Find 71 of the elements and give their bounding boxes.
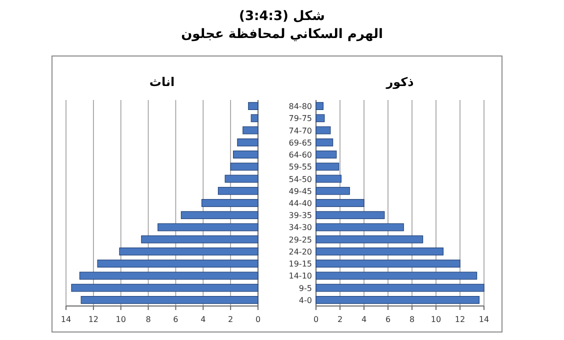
x-tick-label: 0 [313,315,319,324]
y-tick-label: 29-25 [288,235,312,244]
bar [97,260,258,268]
x-tick-label: 10 [430,315,442,324]
bar [80,296,258,304]
y-tick-label: 84-80 [288,102,312,112]
bar [237,138,258,146]
bar [316,235,424,244]
x-tick-label: 8 [146,315,151,324]
y-tick-label: 74-70 [288,126,312,136]
x-tick-label: 6 [173,315,178,324]
bar [316,138,334,146]
x-tick-label: 12 [454,315,466,324]
bar [201,199,258,207]
x-tick-label: 10 [116,315,126,324]
bar [316,126,331,134]
x-tick-label: 12 [88,315,99,324]
y-tick-label: 79-75 [288,114,312,124]
y-tick-label: 39-35 [288,211,312,220]
bar [230,162,258,171]
y-tick-label: 69-65 [288,138,312,148]
x-tick-label: 4 [361,315,367,324]
bar [218,186,258,195]
bar [316,223,404,232]
bar [316,199,364,207]
x-axis-title: ذكور [385,75,414,89]
x-tick-label: 6 [385,315,391,324]
chart-title: شكل (3:4:3) [239,9,325,24]
bar [250,114,258,122]
bar [79,272,258,280]
bar [316,260,460,268]
x-tick-label: 4 [200,315,206,324]
bar [316,296,480,304]
bar [316,114,325,122]
x-tick-label: 2 [228,315,234,324]
x-tick-label: 0 [255,315,261,324]
chart-subtitle: الهرم السكاني لمحافظة عجلون [181,27,383,42]
y-tick-label: 59-55 [288,162,312,172]
y-tick-label: 34-30 [288,223,312,232]
bar [316,211,385,220]
y-tick-label: 19-15 [288,260,312,269]
bar [141,235,258,244]
y-tick-label: 9-5 [298,284,312,293]
x-tick-label: 14 [60,315,72,324]
x-tick-label: 14 [478,315,490,324]
x-tick-label: 2 [337,315,343,324]
y-tick-label: 4-0 [298,296,312,305]
bar [316,248,444,256]
x-axis-title: اناث [149,75,175,89]
y-tick-label: 14-10 [288,272,312,281]
bar [316,102,324,110]
y-tick-label: 54-50 [288,174,312,184]
bar [71,284,258,292]
bar [119,248,258,256]
bar [316,284,484,292]
y-tick-label: 64-60 [288,150,312,160]
y-tick-label: 44-40 [288,199,312,208]
y-tick-label: 24-20 [288,247,312,256]
bar [180,211,258,220]
bar [316,150,337,158]
bar [224,174,258,183]
bar [316,162,340,171]
bar [233,150,258,158]
bar [316,174,342,183]
x-tick-label: 8 [409,315,415,324]
bar [242,126,258,134]
bar [248,102,258,110]
y-tick-label: 49-45 [288,186,312,196]
bar [158,223,258,232]
bar [316,272,478,280]
bar [316,186,350,195]
